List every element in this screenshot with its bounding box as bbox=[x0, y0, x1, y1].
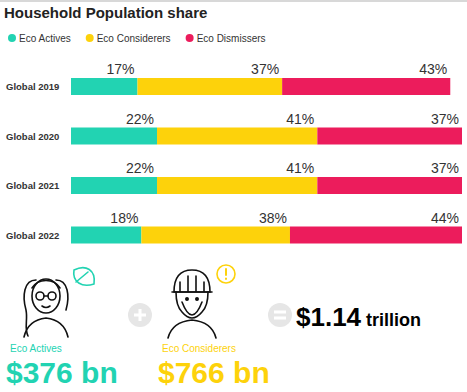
bars bbox=[71, 78, 462, 244]
bar-segment bbox=[71, 227, 141, 244]
alert-circle bbox=[217, 265, 235, 283]
annotation-label: Eco Considerers bbox=[162, 343, 236, 354]
leaf bbox=[74, 268, 95, 286]
icons bbox=[24, 265, 235, 338]
chart-container: Household Population shareEco ActivesEco… bbox=[0, 0, 467, 392]
eye bbox=[186, 298, 188, 300]
bar-segment bbox=[282, 78, 450, 95]
beanie-ribs bbox=[172, 276, 212, 292]
category-label: Global 2019 bbox=[6, 81, 59, 92]
eye bbox=[196, 298, 198, 300]
bar-segment bbox=[71, 177, 157, 194]
annotation-total: $1.14 trillion bbox=[296, 302, 421, 332]
icon-man bbox=[168, 265, 235, 338]
legend: Eco Actives Eco Considerers Eco Dismissers bbox=[8, 33, 266, 44]
data-label: 37% bbox=[251, 61, 279, 77]
data-label: 38% bbox=[259, 210, 287, 226]
annotation-amount: $376 bn bbox=[6, 356, 118, 389]
total-number: $1.14 bbox=[296, 302, 362, 332]
face-lines bbox=[42, 296, 50, 308]
data-label: 37% bbox=[431, 111, 459, 127]
data-label: 22% bbox=[126, 111, 154, 127]
icon-woman bbox=[24, 268, 94, 337]
bar-segment bbox=[317, 177, 462, 194]
legend-swatch bbox=[186, 34, 194, 42]
glass bbox=[36, 292, 44, 300]
category-label: Global 2020 bbox=[6, 131, 59, 142]
hair bbox=[24, 280, 68, 336]
legend-label: Eco Actives bbox=[19, 33, 71, 44]
top-rule bbox=[0, 0, 467, 2]
shoulders bbox=[168, 320, 216, 338]
legend-swatch bbox=[86, 34, 94, 42]
data-label: 44% bbox=[431, 210, 459, 226]
shoulders bbox=[24, 318, 68, 337]
title: Household Population share bbox=[4, 4, 207, 21]
face bbox=[32, 279, 60, 313]
category-label: Global 2022 bbox=[6, 230, 59, 241]
annotation-amount: $766 bn bbox=[158, 356, 270, 389]
glass bbox=[48, 292, 56, 300]
chart-svg: Household Population shareEco ActivesEco… bbox=[0, 0, 467, 392]
fringe bbox=[32, 281, 60, 289]
bar-segment bbox=[71, 128, 157, 145]
bar-segment bbox=[290, 227, 462, 244]
beard bbox=[182, 302, 202, 315]
total-unit: trillion bbox=[361, 310, 421, 330]
data-label: 18% bbox=[110, 210, 138, 226]
bar-segment bbox=[71, 78, 137, 95]
plus-sign bbox=[134, 309, 146, 321]
legend-label: Eco Considerers bbox=[97, 33, 171, 44]
alert-mark bbox=[225, 269, 227, 279]
equals-sign bbox=[274, 312, 286, 318]
data-label: 17% bbox=[106, 61, 134, 77]
bar-segment bbox=[157, 177, 317, 194]
equals-circle bbox=[268, 303, 292, 327]
data-label: 22% bbox=[126, 160, 154, 176]
bar-segment bbox=[141, 227, 290, 244]
category-label: Global 2021 bbox=[6, 180, 60, 191]
bar-segment bbox=[157, 128, 317, 145]
bar-segment bbox=[137, 78, 282, 95]
data-label: 41% bbox=[286, 111, 314, 127]
face bbox=[176, 292, 208, 318]
legend-swatch bbox=[8, 34, 16, 42]
data-label: 43% bbox=[419, 61, 447, 77]
plus-circle bbox=[128, 303, 152, 327]
data-label: 41% bbox=[286, 160, 314, 176]
annotation-label: Eco Actives bbox=[10, 343, 62, 354]
bar-segment bbox=[317, 128, 462, 145]
data-label: 37% bbox=[431, 160, 459, 176]
legend-label: Eco Dismissers bbox=[197, 33, 266, 44]
data-labels: 17% 37% 43% 22% 41% 37% 22% 41% 37% 18% 38% 44% bbox=[106, 61, 459, 226]
